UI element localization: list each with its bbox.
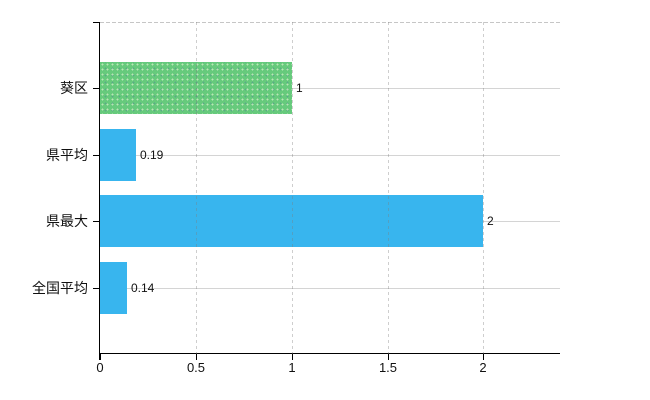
y-axis-tick	[93, 88, 100, 89]
bar	[100, 62, 292, 114]
plot-top-border	[100, 22, 560, 23]
x-axis-tick	[100, 354, 101, 360]
bar-value-label: 1	[296, 81, 303, 95]
x-axis-tick	[388, 354, 389, 360]
x-axis-tick	[483, 354, 484, 360]
vertical-gridline	[483, 22, 484, 354]
x-tick-label: 1.5	[378, 360, 398, 375]
y-axis-tick	[93, 288, 100, 289]
plot-area: 1 0.19 2 0.14	[100, 22, 560, 354]
x-axis-line	[99, 353, 560, 354]
horizontal-gridline	[100, 155, 560, 156]
bar	[100, 262, 127, 314]
bar-value-label: 0.14	[131, 281, 155, 295]
vertical-gridline	[196, 22, 197, 354]
bar	[100, 195, 483, 247]
category-label: 全国平均	[32, 280, 88, 296]
x-tick-label: 1	[288, 360, 296, 375]
y-axis-end-tick	[93, 22, 100, 23]
bar-value-label: 2	[487, 214, 494, 228]
category-label: 県平均	[46, 147, 88, 163]
horizontal-gridline	[100, 288, 560, 289]
vertical-gridline	[292, 22, 293, 354]
vertical-gridline	[388, 22, 389, 354]
bar	[100, 129, 136, 181]
horizontal-gridline	[100, 88, 560, 89]
x-tick-label: 0.5	[186, 360, 206, 375]
y-axis-tick	[93, 155, 100, 156]
x-tick-label: 0	[96, 360, 104, 375]
x-axis-tick	[292, 354, 293, 360]
x-axis-tick	[196, 354, 197, 360]
y-axis-tick	[93, 221, 100, 222]
x-tick-label: 2	[479, 360, 487, 375]
bar-value-label: 0.19	[140, 148, 164, 162]
category-label: 県最大	[46, 213, 88, 229]
y-axis-line	[99, 22, 100, 360]
category-label: 葵区	[60, 80, 88, 96]
